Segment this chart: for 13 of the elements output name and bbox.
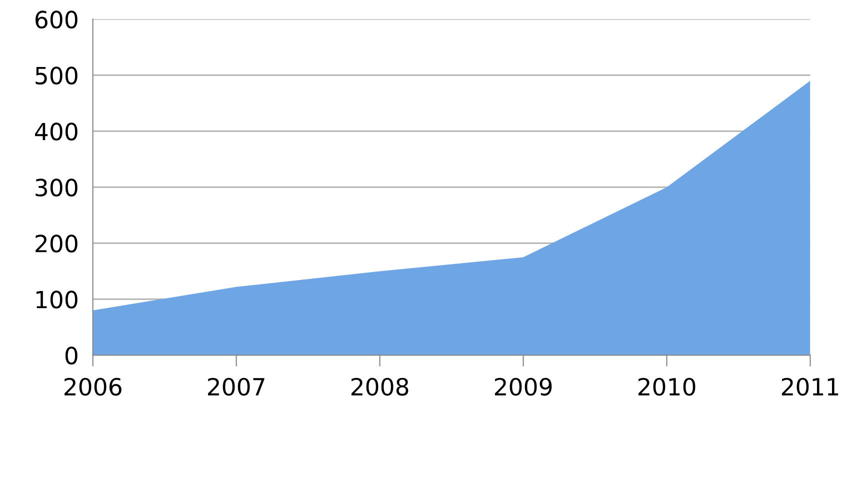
y-tick-label: 400 — [35, 122, 78, 141]
y-tick-label: 200 — [36, 234, 78, 253]
x-tick-label: 2010 — [638, 378, 696, 396]
y-tick-label: 100 — [36, 290, 78, 309]
y-tick-label: 500 — [36, 66, 78, 85]
x-tick-label: 2006 — [64, 378, 122, 396]
y-tick-label: 0 — [65, 346, 78, 365]
y-tick-label: 300 — [36, 178, 78, 197]
x-tick-label: 2007 — [208, 378, 264, 396]
x-tick-label: 2008 — [351, 378, 408, 396]
y-tick-label: 600 — [36, 10, 78, 29]
x-tick-label: 2011 — [782, 378, 838, 396]
x-tick-label: 2009 — [494, 378, 552, 396]
